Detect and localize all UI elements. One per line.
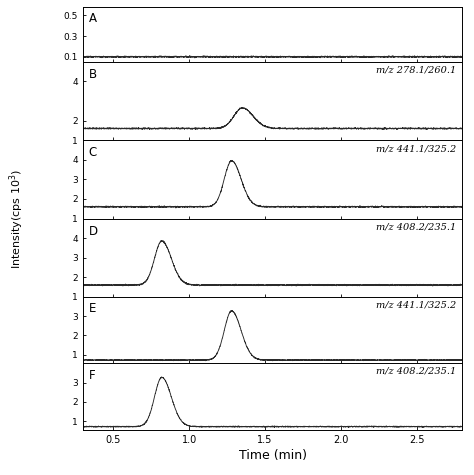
Text: E: E (89, 302, 96, 315)
Text: A: A (89, 11, 97, 25)
Text: m/z 408.2/235.1: m/z 408.2/235.1 (376, 367, 456, 376)
Text: m/z 278.1/260.1: m/z 278.1/260.1 (376, 66, 456, 75)
X-axis label: Time (min): Time (min) (238, 449, 307, 462)
Text: m/z 441.1/325.2: m/z 441.1/325.2 (376, 144, 456, 153)
Text: D: D (89, 225, 98, 238)
Text: m/z 408.2/235.1: m/z 408.2/235.1 (376, 222, 456, 231)
Text: F: F (89, 369, 95, 381)
Text: B: B (89, 68, 97, 81)
Text: C: C (89, 146, 97, 160)
Text: Intensity(cps 10$^3$): Intensity(cps 10$^3$) (7, 168, 26, 269)
Text: m/z 441.1/325.2: m/z 441.1/325.2 (376, 300, 456, 309)
